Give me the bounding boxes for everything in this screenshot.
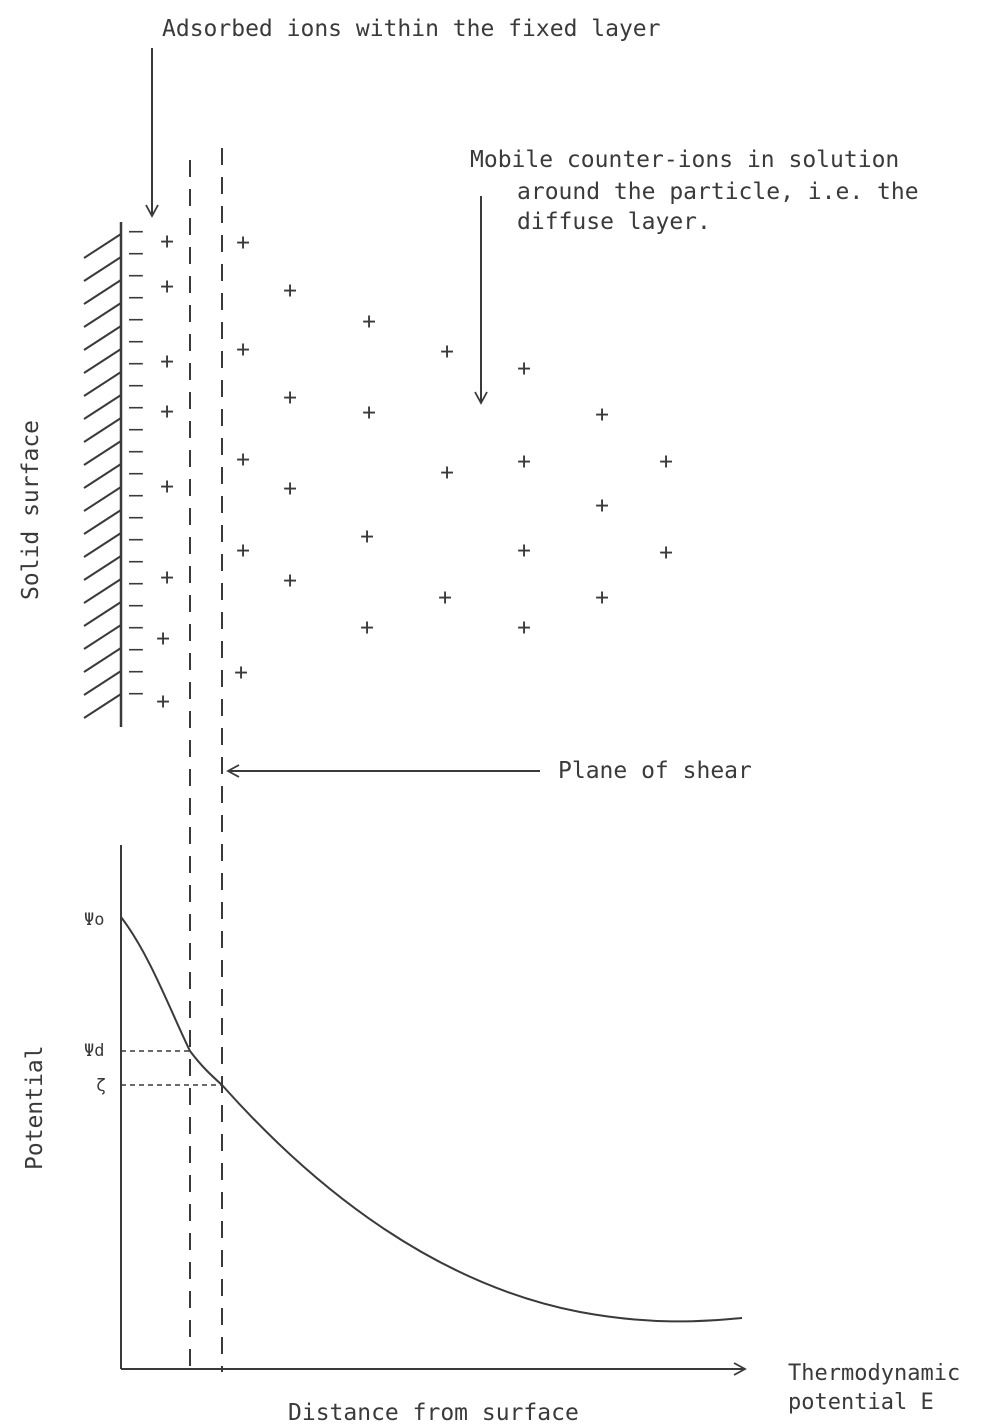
counter-ion: + (440, 460, 454, 486)
counter-ions: + + + + + + + + + + + + + + + + + + + + + + + + + + + + + + + + + (156, 229, 673, 715)
negative-charge: – (129, 658, 143, 684)
counter-ion: + (160, 274, 174, 300)
negative-charge: – (129, 592, 143, 618)
mobile-ions-label-line-2: around the particle, i.e. the (517, 179, 919, 205)
hatch-mark (83, 440, 122, 466)
counter-ion: + (595, 585, 609, 611)
hatch-mark (83, 394, 122, 420)
counter-ion: + (160, 399, 174, 425)
hatch-mark (83, 532, 122, 558)
counter-ion: + (283, 568, 297, 594)
hatch-mark (83, 578, 122, 604)
counter-ion: + (283, 476, 297, 502)
negative-charge: – (129, 438, 143, 464)
counter-ion: + (659, 540, 673, 566)
counter-ion: + (236, 337, 250, 363)
counter-ion: + (440, 339, 454, 365)
hatch-mark (83, 233, 122, 259)
hatch-mark (83, 417, 122, 443)
surface-hatching (83, 233, 122, 719)
hatch-mark (83, 693, 122, 719)
counter-ion: + (160, 349, 174, 375)
negative-charge: – (129, 394, 143, 420)
zeta-label: ζ (96, 1076, 106, 1096)
hatch-mark (83, 302, 122, 328)
negative-charge: – (129, 306, 143, 332)
counter-ion: + (360, 615, 374, 641)
hatch-mark (83, 509, 122, 535)
negative-charge: – (129, 328, 143, 354)
hatch-mark (83, 647, 122, 673)
negative-charge: – (129, 262, 143, 288)
counter-ion: + (517, 538, 531, 564)
negative-charge: – (129, 284, 143, 310)
negative-charge: – (129, 482, 143, 508)
counter-ion: + (160, 565, 174, 591)
negative-charge: – (129, 570, 143, 596)
counter-ion: + (236, 538, 250, 564)
negative-charge: – (129, 416, 143, 442)
counter-ion: + (360, 524, 374, 550)
counter-ion: + (283, 385, 297, 411)
hatch-mark (83, 555, 122, 581)
negative-charge: – (129, 350, 143, 376)
negative-charge: – (129, 548, 143, 574)
counter-ion: + (160, 229, 174, 255)
x-axis-label: Distance from surface (288, 1400, 579, 1426)
hatch-mark (83, 624, 122, 650)
counter-ion: + (236, 230, 250, 256)
negative-charge: – (129, 680, 143, 706)
hatch-mark (83, 279, 122, 305)
hatch-mark (83, 486, 122, 512)
negative-charge: – (129, 504, 143, 530)
counter-ion: + (517, 356, 531, 382)
thermodynamic-label-line-2: potential E (788, 1390, 934, 1415)
hatch-mark (83, 670, 122, 696)
counter-ion: + (362, 400, 376, 426)
mobile-ions-label-line-1: Mobile counter-ions in solution (470, 147, 899, 173)
hatch-mark (83, 601, 122, 627)
hatch-mark (83, 463, 122, 489)
thermodynamic-label-line-1: Thermodynamic (788, 1361, 960, 1386)
negative-charge: – (129, 636, 143, 662)
counter-ion: + (283, 278, 297, 304)
surface-charges: –––––––––––––––––––––– (129, 218, 143, 706)
adsorbed-ions-label: Adsorbed ions within the fixed layer (162, 16, 661, 42)
negative-charge: – (129, 240, 143, 266)
solid-surface-label: Solid surface (18, 420, 44, 600)
y-axis-label: Potential (22, 1045, 48, 1170)
hatch-mark (83, 371, 122, 397)
hatch-mark (83, 348, 122, 374)
counter-ion: + (659, 449, 673, 475)
negative-charge: – (129, 372, 143, 398)
mobile-ions-label-line-3: diffuse layer. (517, 209, 711, 235)
counter-ion: + (517, 449, 531, 475)
counter-ion: + (156, 689, 170, 715)
negative-charge: – (129, 526, 143, 552)
counter-ion: + (595, 493, 609, 519)
counter-ion: + (362, 309, 376, 335)
counter-ion: + (160, 474, 174, 500)
negative-charge: – (129, 218, 143, 244)
counter-ion: + (438, 585, 452, 611)
counter-ion: + (595, 402, 609, 428)
psi-o-label: Ψo (84, 910, 104, 930)
counter-ion: + (234, 660, 248, 686)
plane-of-shear-label: Plane of shear (558, 758, 752, 784)
hatch-mark (83, 256, 122, 282)
negative-charge: – (129, 460, 143, 486)
counter-ion: + (156, 626, 170, 652)
counter-ion: + (517, 615, 531, 641)
counter-ion: + (236, 447, 250, 473)
negative-charge: – (129, 614, 143, 640)
hatch-mark (83, 325, 122, 351)
psi-d-label: Ψd (84, 1041, 104, 1061)
potential-curve (120, 916, 743, 1323)
